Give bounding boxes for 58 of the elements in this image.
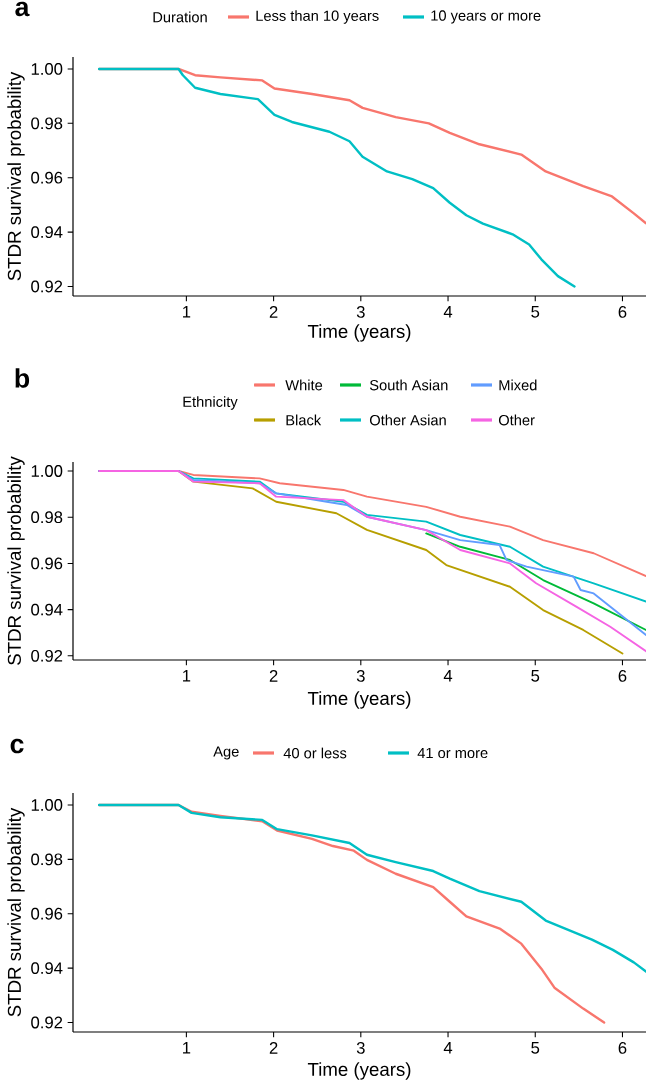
y-tick-label: 0.92 (31, 649, 63, 662)
legend-label: Other Asian (369, 414, 446, 426)
x-tick-label: 2 (269, 1042, 278, 1054)
legend-label: 40 or less (283, 747, 347, 759)
x-axis-title: Time (years) (307, 1062, 411, 1080)
y-tick-label: 1.00 (31, 465, 63, 477)
y-tick-label: 1.00 (31, 63, 63, 75)
legend-label: 41 or more (417, 747, 488, 759)
legend-label: Mixed (499, 379, 537, 391)
y-tick-label: 0.98 (31, 511, 63, 524)
y-tick-label: 0.92 (31, 280, 63, 293)
x-tick-label: 6 (618, 1042, 627, 1054)
y-tick-label: 0.94 (31, 226, 63, 238)
legend-label: Black (286, 414, 322, 426)
y-axis-title: STDR survival probability (7, 807, 25, 1017)
y-tick-label: 0.94 (31, 962, 63, 975)
x-tick-label: 3 (356, 670, 365, 682)
x-axis-title: Time (years) (307, 324, 411, 342)
x-tick-label: 2 (269, 306, 278, 318)
y-tick-label: 0.96 (31, 907, 63, 920)
x-tick-label: 5 (531, 670, 540, 682)
legend-title: Age (213, 746, 239, 760)
legend-label: Other (498, 414, 535, 426)
line-series (425, 532, 646, 631)
legend-title: Ethnicity (183, 396, 238, 410)
legend-label: 10 years or more (431, 10, 541, 24)
y-tick-label: 0.92 (31, 1016, 63, 1029)
y-tick-label: 0.96 (31, 171, 63, 184)
y-tick-label: 0.98 (31, 853, 63, 866)
chart-title: b (15, 368, 30, 388)
y-tick-label: 0.98 (31, 117, 63, 130)
x-axis-title: Time (years) (307, 691, 411, 709)
x-tick-label: 3 (356, 306, 365, 318)
chart-title: a (15, 1, 30, 17)
x-tick-label: 5 (531, 1042, 540, 1054)
y-axis-title: STDR survival probability (7, 71, 25, 281)
line-series (97, 67, 576, 288)
x-tick-label: 6 (618, 306, 627, 318)
y-tick-label: 1.00 (31, 799, 63, 811)
x-tick-label: 4 (443, 1042, 453, 1054)
y-tick-label: 0.96 (31, 557, 63, 570)
y-axis-title: STDR survival probability (7, 456, 25, 665)
line-series (97, 803, 646, 973)
x-tick-label: 1 (183, 306, 191, 318)
y-tick-label: 0.94 (31, 603, 63, 616)
x-tick-label: 1 (183, 1042, 191, 1054)
legend-title: Duration (153, 11, 207, 23)
x-tick-label: 3 (356, 1042, 365, 1054)
x-tick-label: 4 (443, 306, 453, 318)
legend-label: South Asian (369, 379, 448, 391)
chart-title: c (10, 738, 24, 754)
x-tick-label: 1 (183, 670, 191, 682)
x-tick-label: 5 (531, 306, 540, 318)
legend-label: Less than 10 years (256, 10, 379, 24)
x-tick-label: 4 (443, 670, 453, 682)
x-tick-label: 6 (618, 670, 627, 682)
legend-label: White (285, 379, 323, 391)
x-tick-label: 2 (269, 670, 278, 682)
